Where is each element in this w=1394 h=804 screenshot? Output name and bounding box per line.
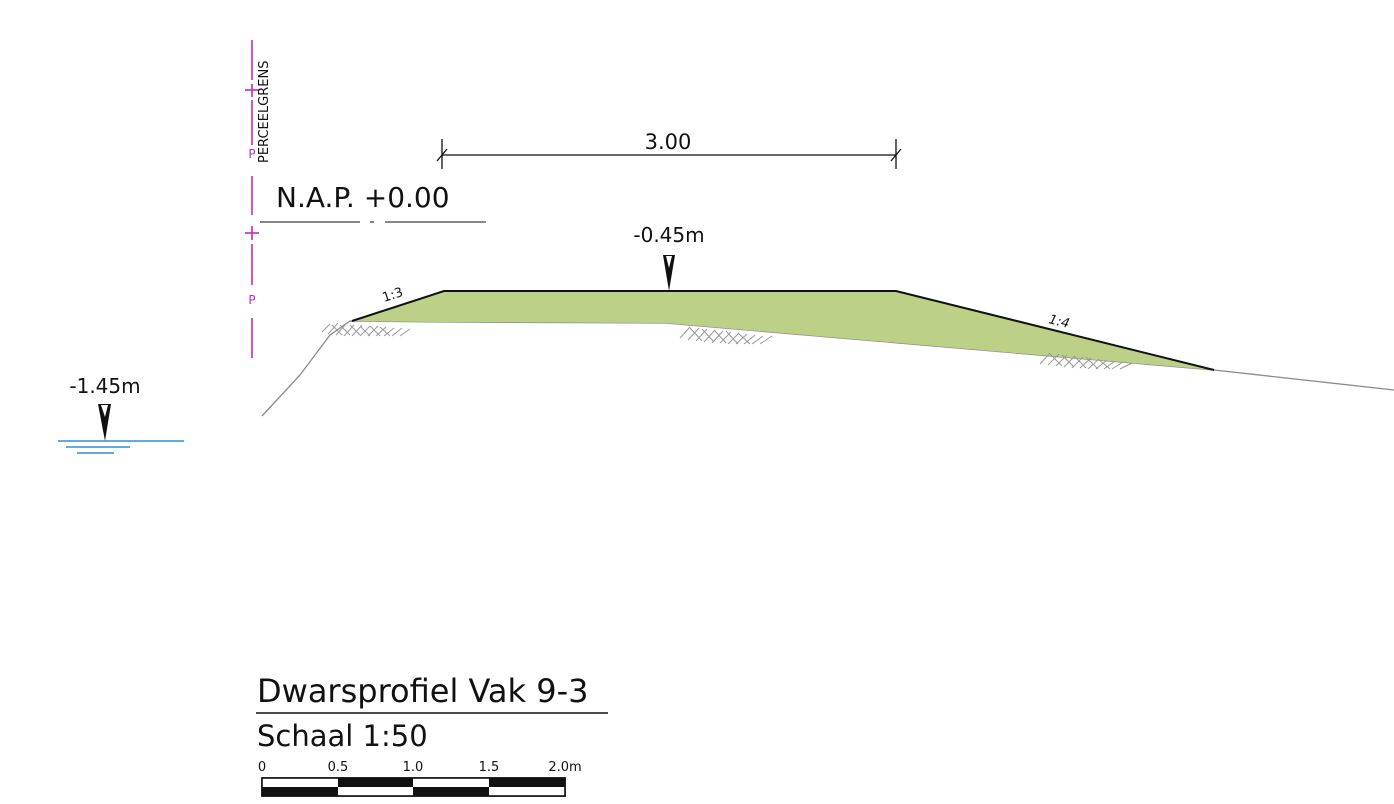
level-arrow-highlight xyxy=(101,405,108,417)
boundary-marker: P xyxy=(248,147,255,161)
title-block: Dwarsprofiel Vak 9-3 Schaal 1:50 xyxy=(256,672,608,753)
property-boundary: P P PERCEELGRENS xyxy=(245,40,272,358)
nap-reference-label: N.A.P. +0.00 xyxy=(276,181,450,214)
level-arrow xyxy=(98,404,111,441)
scale-tick-label: 2.0m xyxy=(548,760,581,775)
scale-bar-segment xyxy=(413,778,489,787)
hatch-right xyxy=(1039,352,1133,370)
slope-right-label: 1:4 xyxy=(1047,312,1071,332)
drawing-title: Dwarsprofiel Vak 9-3 xyxy=(257,672,588,710)
scale-label: Schaal 1:50 xyxy=(257,719,428,753)
boundary-label: PERCEELGRENS xyxy=(257,61,272,163)
scale-tick-label: 1.0 xyxy=(403,760,424,775)
scale-bar-segment xyxy=(489,778,565,787)
scale-tick-label: 0 xyxy=(258,760,266,775)
scale-bar-segment xyxy=(338,778,413,787)
scale-bar-segment xyxy=(262,787,338,796)
scale-bar-segment xyxy=(262,778,338,787)
slope-left-label: 1:3 xyxy=(381,285,406,306)
crest-width-dimension: 3.00 xyxy=(436,130,902,169)
boundary-marker: P xyxy=(248,293,255,307)
crest-width-label: 3.00 xyxy=(645,130,692,154)
level-arrow-highlight xyxy=(666,256,672,268)
dimension-tick xyxy=(890,148,902,162)
hatch-middle xyxy=(679,326,773,345)
scale-bar-segment xyxy=(338,787,413,796)
scale-bar-segment xyxy=(489,787,565,796)
scale-bar: 0 0.5 1.0 1.5 2.0m xyxy=(258,760,582,797)
crest-level-marker: -0.45m xyxy=(633,223,705,291)
crest-level-label: -0.45m xyxy=(633,223,704,247)
level-arrow xyxy=(663,255,675,291)
scale-bar-outline xyxy=(261,777,566,797)
nap-reference: N.A.P. +0.00 xyxy=(260,181,486,223)
scale-tick-label: 0.5 xyxy=(328,760,349,775)
dike-profile-line xyxy=(351,290,1215,371)
ground-hatching xyxy=(321,322,1133,370)
scale-tick-label: 1.5 xyxy=(479,760,500,775)
water-level-marker: -1.45m xyxy=(58,374,184,454)
hatch-left xyxy=(321,322,411,337)
dimension-tick xyxy=(436,148,448,162)
dike-fill xyxy=(352,291,1214,370)
water-level-label: -1.45m xyxy=(69,374,140,398)
scale-bar-segment xyxy=(413,787,489,796)
